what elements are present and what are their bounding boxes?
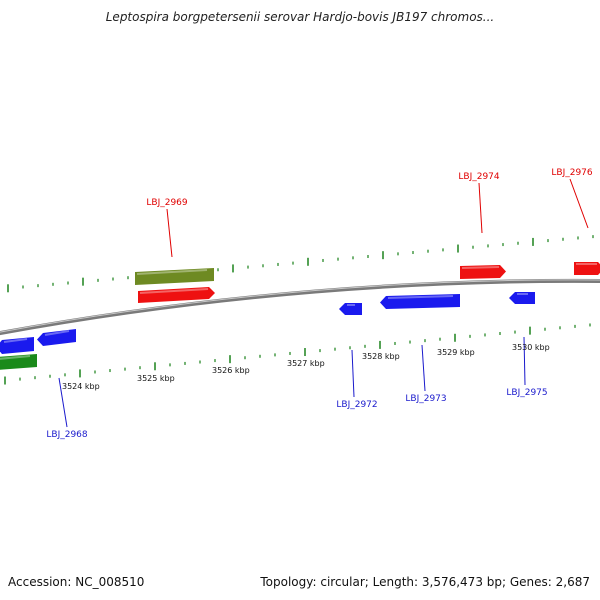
scale-label: 3526 kbp — [212, 366, 250, 375]
leader-line-lbj_2972 — [351, 349, 355, 398]
gene-red-2969 — [138, 287, 215, 303]
map-title: Leptospira borgpetersenii serovar Hardjo… — [105, 10, 495, 24]
gene-blue-2973 — [380, 294, 460, 309]
backbone-highlight — [0, 279, 600, 333]
gene-labels: LBJ_2969 LBJ_2974 LBJ_2976 LBJ_2968 LBJ_2972… — [46, 168, 593, 440]
leader-line-lbj_2975 — [523, 336, 526, 386]
leader-line-lbj_2973 — [421, 344, 426, 392]
chromosome-backbone — [0, 278, 600, 336]
gene-red-2974-shine — [461, 266, 500, 269]
scale-label: 3524 kbp — [62, 382, 100, 391]
scale-label: 3525 kbp — [137, 374, 175, 383]
scale-label: 3528 kbp — [362, 352, 400, 361]
scale-label: 3529 kbp — [437, 348, 475, 357]
accession-text: Accession: NC_008510 — [8, 575, 145, 589]
gene-olive-2969-shine — [136, 269, 208, 275]
label-leaders — [58, 178, 589, 428]
gene-red-2969-shine — [139, 288, 209, 294]
gene-label-lbj_2972: LBJ_2972 — [336, 400, 377, 410]
leader-line-lbj_2974 — [478, 182, 483, 234]
gene-label-lbj_2976: LBJ_2976 — [551, 168, 593, 178]
gene-red-2976 — [574, 262, 600, 275]
gene-blue-2967 — [0, 337, 34, 354]
gene-label-lbj_2968: LBJ_2968 — [46, 430, 88, 440]
gene-red-2974 — [460, 265, 506, 279]
gene-blue-2975 — [509, 292, 535, 304]
gene-green-2967-shine — [0, 355, 31, 360]
outer-tick-ring — [7, 235, 594, 293]
gene-blue-2968 — [37, 329, 76, 346]
topology-summary: Topology: circular; Length: 3,576,473 bp… — [260, 575, 590, 589]
gene-label-lbj_2973: LBJ_2973 — [405, 394, 446, 404]
gene-label-lbj_2975: LBJ_2975 — [506, 388, 547, 398]
scale-label: 3530 kbp — [512, 343, 550, 352]
leader-line-lbj_2976 — [569, 178, 589, 229]
gene-blue-2968-shine — [44, 330, 70, 336]
gene-green-2967 — [0, 354, 37, 370]
leader-line-lbj_2968 — [58, 377, 68, 428]
inner-tick-ring — [4, 323, 591, 385]
gene-label-lbj_2974: LBJ_2974 — [458, 172, 500, 182]
leader-line-lbj_2969 — [166, 208, 173, 258]
gene-olive-2969 — [135, 268, 214, 285]
gene-label-lbj_2969: LBJ_2969 — [146, 198, 188, 208]
gene-blue-2972 — [339, 303, 362, 315]
gene-blue-2973-shine — [387, 295, 454, 299]
gene-features — [0, 262, 600, 370]
gene-blue-2967-shine — [3, 338, 28, 343]
scale-label: 3527 kbp — [287, 359, 325, 368]
scale-labels: 3524 kbp 3525 kbp 3526 kbp 3527 kbp 3528 kbp… — [62, 343, 550, 391]
